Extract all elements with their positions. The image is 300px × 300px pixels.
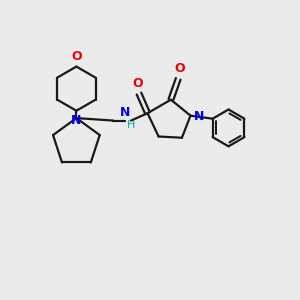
Text: O: O [174,62,185,75]
Text: O: O [132,77,143,90]
Text: H: H [127,120,135,130]
Text: N: N [120,106,131,119]
Text: N: N [71,114,82,128]
Text: O: O [71,50,82,63]
Text: N: N [194,110,204,123]
